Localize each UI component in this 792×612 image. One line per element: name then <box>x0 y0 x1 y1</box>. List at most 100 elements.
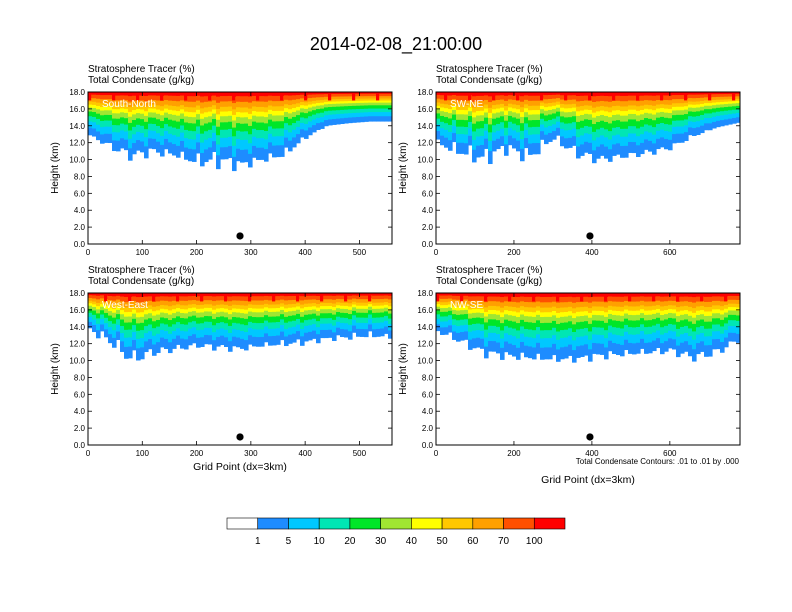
tracer-band <box>308 92 313 95</box>
tracer-band <box>348 293 353 300</box>
tracer-band <box>540 293 545 303</box>
tracer-band <box>240 92 245 102</box>
tracer-band <box>172 92 177 96</box>
y-tick-label: 2.0 <box>74 223 86 232</box>
tracer-band <box>356 293 361 300</box>
tracer-band <box>144 293 149 302</box>
tracer-band <box>460 92 465 101</box>
tracer-band <box>600 92 605 101</box>
tracer-band <box>176 92 181 96</box>
tracer-band <box>96 293 101 296</box>
y-tick-label: 6.0 <box>422 189 434 198</box>
tracer-band <box>600 293 605 297</box>
y-tick-label: 8.0 <box>74 373 86 382</box>
tracer-speckle <box>628 293 632 302</box>
tracer-band <box>92 293 97 296</box>
tracer-band <box>528 92 533 96</box>
colorbar-swatch <box>441 517 474 530</box>
tracer-band <box>368 92 373 97</box>
tracer-speckle <box>328 92 332 101</box>
colorbar: 1 5 10 20 30 40 50 60 70 100 <box>226 517 566 547</box>
tracer-band <box>448 92 453 101</box>
tracer-band <box>672 293 677 297</box>
tracer-band <box>640 92 645 96</box>
tracer-band <box>644 293 649 297</box>
tracer-band <box>584 92 589 96</box>
tracer-band <box>216 293 221 301</box>
tracer-band <box>308 293 313 300</box>
x-axis-label: Grid Point (dx=3km) <box>193 461 287 473</box>
panel-south-north: South-North Stratosphere Tracer (%)Total … <box>50 64 393 257</box>
tracer-band <box>384 293 389 299</box>
tracer-band <box>144 293 149 297</box>
tracer-band <box>616 293 621 297</box>
tracer-band <box>648 293 653 297</box>
x-tick-label: 100 <box>136 248 150 257</box>
tracer-band <box>536 92 541 96</box>
x-tick-label: 300 <box>244 248 258 257</box>
tracer-speckle <box>460 293 464 302</box>
colorbar-label: 10 <box>314 536 326 547</box>
tracer-band <box>132 293 137 297</box>
tracer-band <box>348 92 353 94</box>
tracer-band <box>280 293 285 296</box>
tracer-speckle <box>112 92 116 101</box>
tracer-band <box>232 293 237 297</box>
tracer-band <box>172 293 177 301</box>
tracer-band <box>504 293 509 297</box>
tracer-band <box>280 293 285 300</box>
tracer-band <box>88 293 93 296</box>
panel-label: South-North <box>102 99 156 110</box>
tracer-band <box>664 92 669 101</box>
tracer-band <box>616 293 621 302</box>
tracer-speckle <box>304 92 308 101</box>
tracer-band <box>484 92 489 96</box>
tracer-speckle <box>444 92 448 101</box>
tracer-speckle <box>256 92 260 101</box>
tracer-band <box>552 293 557 297</box>
tracer-band <box>536 293 541 297</box>
tracer-band <box>608 92 613 97</box>
tracer-band <box>276 92 281 102</box>
tracer-speckle <box>516 92 520 101</box>
tracer-band <box>516 293 521 298</box>
tracer-speckle <box>700 293 704 302</box>
tracer-band <box>712 92 717 98</box>
tracer-band <box>132 293 137 302</box>
tracer-band <box>592 92 597 97</box>
tracer-band <box>364 92 369 97</box>
tracer-band <box>556 92 561 95</box>
y-tick-label: 16.0 <box>69 105 85 114</box>
y-tick-label: 8.0 <box>422 373 434 382</box>
tracer-band <box>584 293 589 302</box>
tracer-band <box>720 293 725 297</box>
tracer-band <box>168 92 173 101</box>
tracer-band <box>300 293 305 301</box>
tracer-band <box>704 92 709 98</box>
tracer-band <box>184 293 189 301</box>
tracer-speckle <box>184 92 188 101</box>
x-tick-label: 400 <box>585 248 599 257</box>
tracer-band <box>504 92 509 96</box>
y-tick-label: 14.0 <box>69 122 85 131</box>
tracer-band <box>700 92 705 95</box>
tracer-band <box>480 92 485 96</box>
y-tick-label: 8.0 <box>422 172 434 181</box>
tracer-band <box>268 293 273 297</box>
tracer-band <box>712 293 717 297</box>
tracer-speckle <box>508 293 512 302</box>
tracer-band <box>656 92 661 100</box>
tracer-band <box>380 92 385 97</box>
tracer-band <box>652 92 657 101</box>
tracer-band <box>292 293 297 300</box>
tracer-band <box>716 92 721 95</box>
x-tick-label: 200 <box>190 248 204 257</box>
tracer-band <box>340 92 345 94</box>
tracer-band <box>188 92 193 97</box>
tracer-band <box>624 293 629 297</box>
y-tick-label: 2.0 <box>422 223 434 232</box>
tracer-band <box>332 293 337 296</box>
tracer-band <box>716 293 721 297</box>
tracer-band <box>216 293 221 297</box>
x-tick-label: 300 <box>244 449 258 458</box>
